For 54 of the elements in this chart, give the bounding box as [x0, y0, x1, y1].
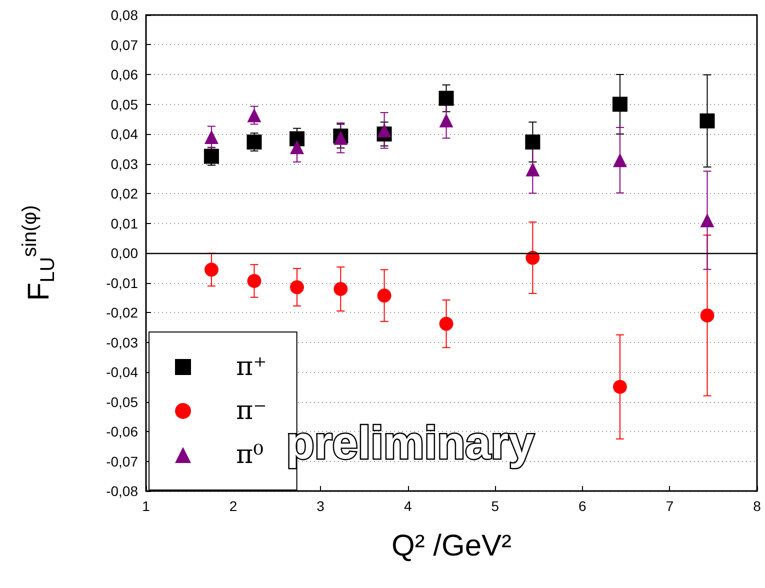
x-tick-label: 5 — [491, 498, 500, 514]
y-tick-label: 0,07 — [110, 36, 138, 53]
y-tick-label: 0,06 — [110, 66, 138, 82]
y-tick-label: -0,02 — [106, 304, 138, 320]
y-tick-label: -0,04 — [106, 364, 138, 380]
point — [204, 148, 219, 164]
point — [612, 153, 627, 168]
y-tick-label: -0,01 — [106, 274, 138, 291]
point — [439, 316, 454, 331]
point — [700, 308, 714, 322]
y-tick-label: -0,08 — [106, 483, 138, 499]
point — [290, 140, 304, 154]
point — [612, 96, 628, 112]
legend-label: π⁻ — [236, 396, 267, 426]
y-axis-title: FLUsin(φ) — [19, 205, 59, 301]
y-tick-label: -0,05 — [106, 394, 138, 410]
point — [439, 113, 454, 128]
x-tick-label: 6 — [578, 498, 587, 514]
y-tick-label: -0,07 — [106, 453, 138, 470]
point — [204, 130, 218, 144]
point — [334, 282, 348, 296]
point — [700, 213, 714, 228]
y-tick-label: -0,03 — [106, 334, 138, 350]
point — [290, 280, 304, 294]
point — [377, 288, 392, 303]
point — [247, 108, 262, 122]
y-tick-label: 0,04 — [110, 126, 138, 142]
point — [526, 162, 540, 176]
point — [438, 90, 454, 106]
x-tick-label: 3 — [316, 498, 325, 514]
legend-label: π⁰ — [236, 440, 264, 470]
x-tick-label: 8 — [753, 498, 762, 514]
point — [246, 134, 262, 150]
y-tick-label: 0,02 — [110, 186, 138, 202]
point — [290, 131, 305, 146]
x-tick-label: 1 — [142, 498, 150, 514]
point — [700, 113, 715, 128]
y-tick-label: 0,05 — [110, 96, 138, 112]
y-tick-label: 0,03 — [110, 156, 138, 172]
point — [377, 123, 392, 138]
point — [204, 262, 218, 277]
legend-label: π⁺ — [236, 352, 267, 382]
x-tick-label: 7 — [666, 498, 674, 514]
point — [247, 274, 262, 288]
point — [526, 250, 540, 265]
point — [612, 380, 627, 394]
y-tick-label: 0,01 — [110, 215, 138, 232]
point — [525, 134, 540, 150]
y-tick-label: -0,06 — [106, 424, 138, 440]
x-axis-title: Q² /GeV² — [391, 530, 512, 562]
x-tick-label: 4 — [404, 498, 412, 514]
y-tick-label: 0,08 — [110, 7, 138, 23]
y-tick-label: 0,00 — [110, 245, 138, 261]
x-tick-label: 2 — [229, 498, 238, 514]
